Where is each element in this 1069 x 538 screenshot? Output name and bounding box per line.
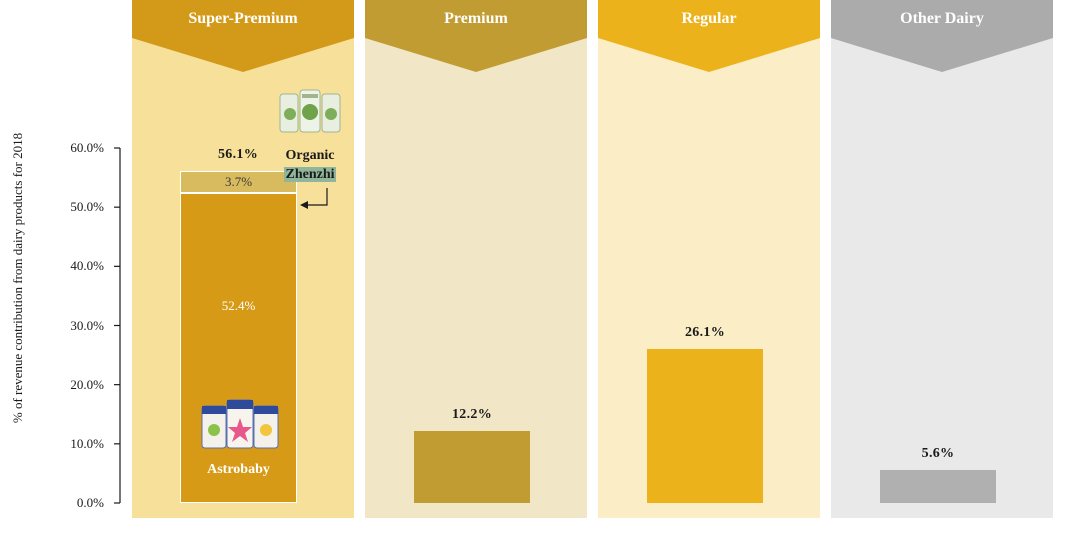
y-axis-title: % of revenue contribution from dairy pro…	[10, 132, 25, 424]
column-background-other-dairy	[831, 0, 1053, 518]
header-chevron-shape	[598, 0, 820, 72]
y-axis-tick-label: 10.0%	[70, 435, 104, 451]
segment-label-zhenzhi: 3.7%	[224, 174, 253, 190]
formula-cans-icon	[201, 399, 279, 449]
header-label-premium: Premium	[444, 10, 508, 27]
y-axis-tick-label: 30.0%	[70, 317, 104, 333]
y-axis-tick-label: 40.0%	[70, 258, 104, 274]
header-regular: Regular	[598, 0, 820, 72]
organic-cans-icon	[279, 89, 341, 133]
bar-regular	[647, 348, 763, 503]
bar-super-premium-zhenzhi	[180, 171, 297, 193]
bar-premium	[414, 430, 530, 503]
zhenzhi-label-line1: Organic	[285, 148, 335, 163]
y-axis-tick-label: 50.0%	[70, 199, 104, 215]
header-label-other-dairy: Other Dairy	[900, 10, 984, 27]
astrobaby-label: Astrobaby	[207, 462, 270, 477]
header-other-dairy: Other Dairy	[831, 0, 1053, 72]
total-label-premium: 12.2%	[452, 406, 492, 422]
header-premium: Premium	[365, 0, 587, 72]
y-axis-tick-label: 20.0%	[70, 376, 104, 392]
bar-super-premium-astrobaby	[180, 192, 297, 503]
header-super-premium: Super-Premium	[132, 0, 354, 72]
header-chevron-shape	[365, 0, 587, 72]
header-chevron-shape	[831, 0, 1053, 72]
y-axis-tick-label: 60.0%	[70, 140, 104, 155]
y-axis-tick-label: 0.0%	[76, 495, 104, 510]
zhenzhi-label: Organic Zhenzhi	[270, 146, 350, 184]
header-chevron-shape	[132, 0, 354, 72]
total-label-other-dairy: 5.6%	[921, 445, 955, 461]
segment-label-astrobaby: 52.4%	[221, 297, 256, 313]
bar-other-dairy	[880, 469, 996, 503]
total-label-regular: 26.1%	[685, 324, 725, 340]
header-label-regular: Regular	[681, 10, 737, 27]
header-label-super-premium: Super-Premium	[188, 10, 298, 27]
total-label-super-premium: 56.1%	[218, 147, 258, 163]
zhenzhi-label-line2: Zhenzhi	[284, 167, 336, 182]
